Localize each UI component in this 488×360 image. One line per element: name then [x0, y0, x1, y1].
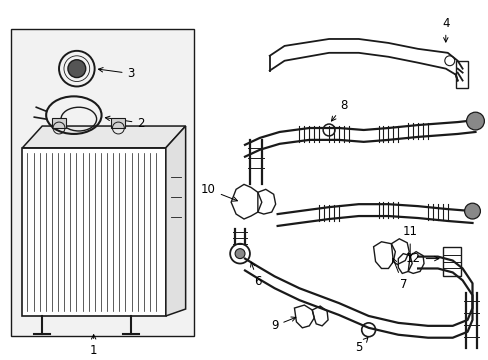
Text: 5: 5	[354, 338, 367, 354]
Circle shape	[68, 60, 85, 77]
Text: 12: 12	[405, 252, 438, 265]
Text: 1: 1	[90, 335, 97, 357]
Text: 9: 9	[270, 317, 295, 332]
Bar	[22, 148, 165, 316]
Bar	[455, 61, 467, 89]
Polygon shape	[22, 126, 185, 148]
Circle shape	[464, 203, 479, 219]
Text: 7: 7	[391, 258, 406, 291]
Text: 3: 3	[98, 67, 135, 80]
Text: 8: 8	[331, 99, 347, 121]
Text: 6: 6	[250, 262, 261, 288]
Polygon shape	[165, 126, 185, 316]
Bar	[52, 118, 66, 128]
Text: 2: 2	[105, 116, 144, 130]
Bar	[111, 118, 125, 128]
Text: 4: 4	[441, 17, 448, 42]
Circle shape	[235, 249, 244, 258]
Circle shape	[466, 112, 484, 130]
Text: 11: 11	[402, 225, 417, 258]
Bar	[11, 29, 193, 336]
Bar	[442, 247, 460, 276]
Text: 10: 10	[201, 183, 237, 201]
